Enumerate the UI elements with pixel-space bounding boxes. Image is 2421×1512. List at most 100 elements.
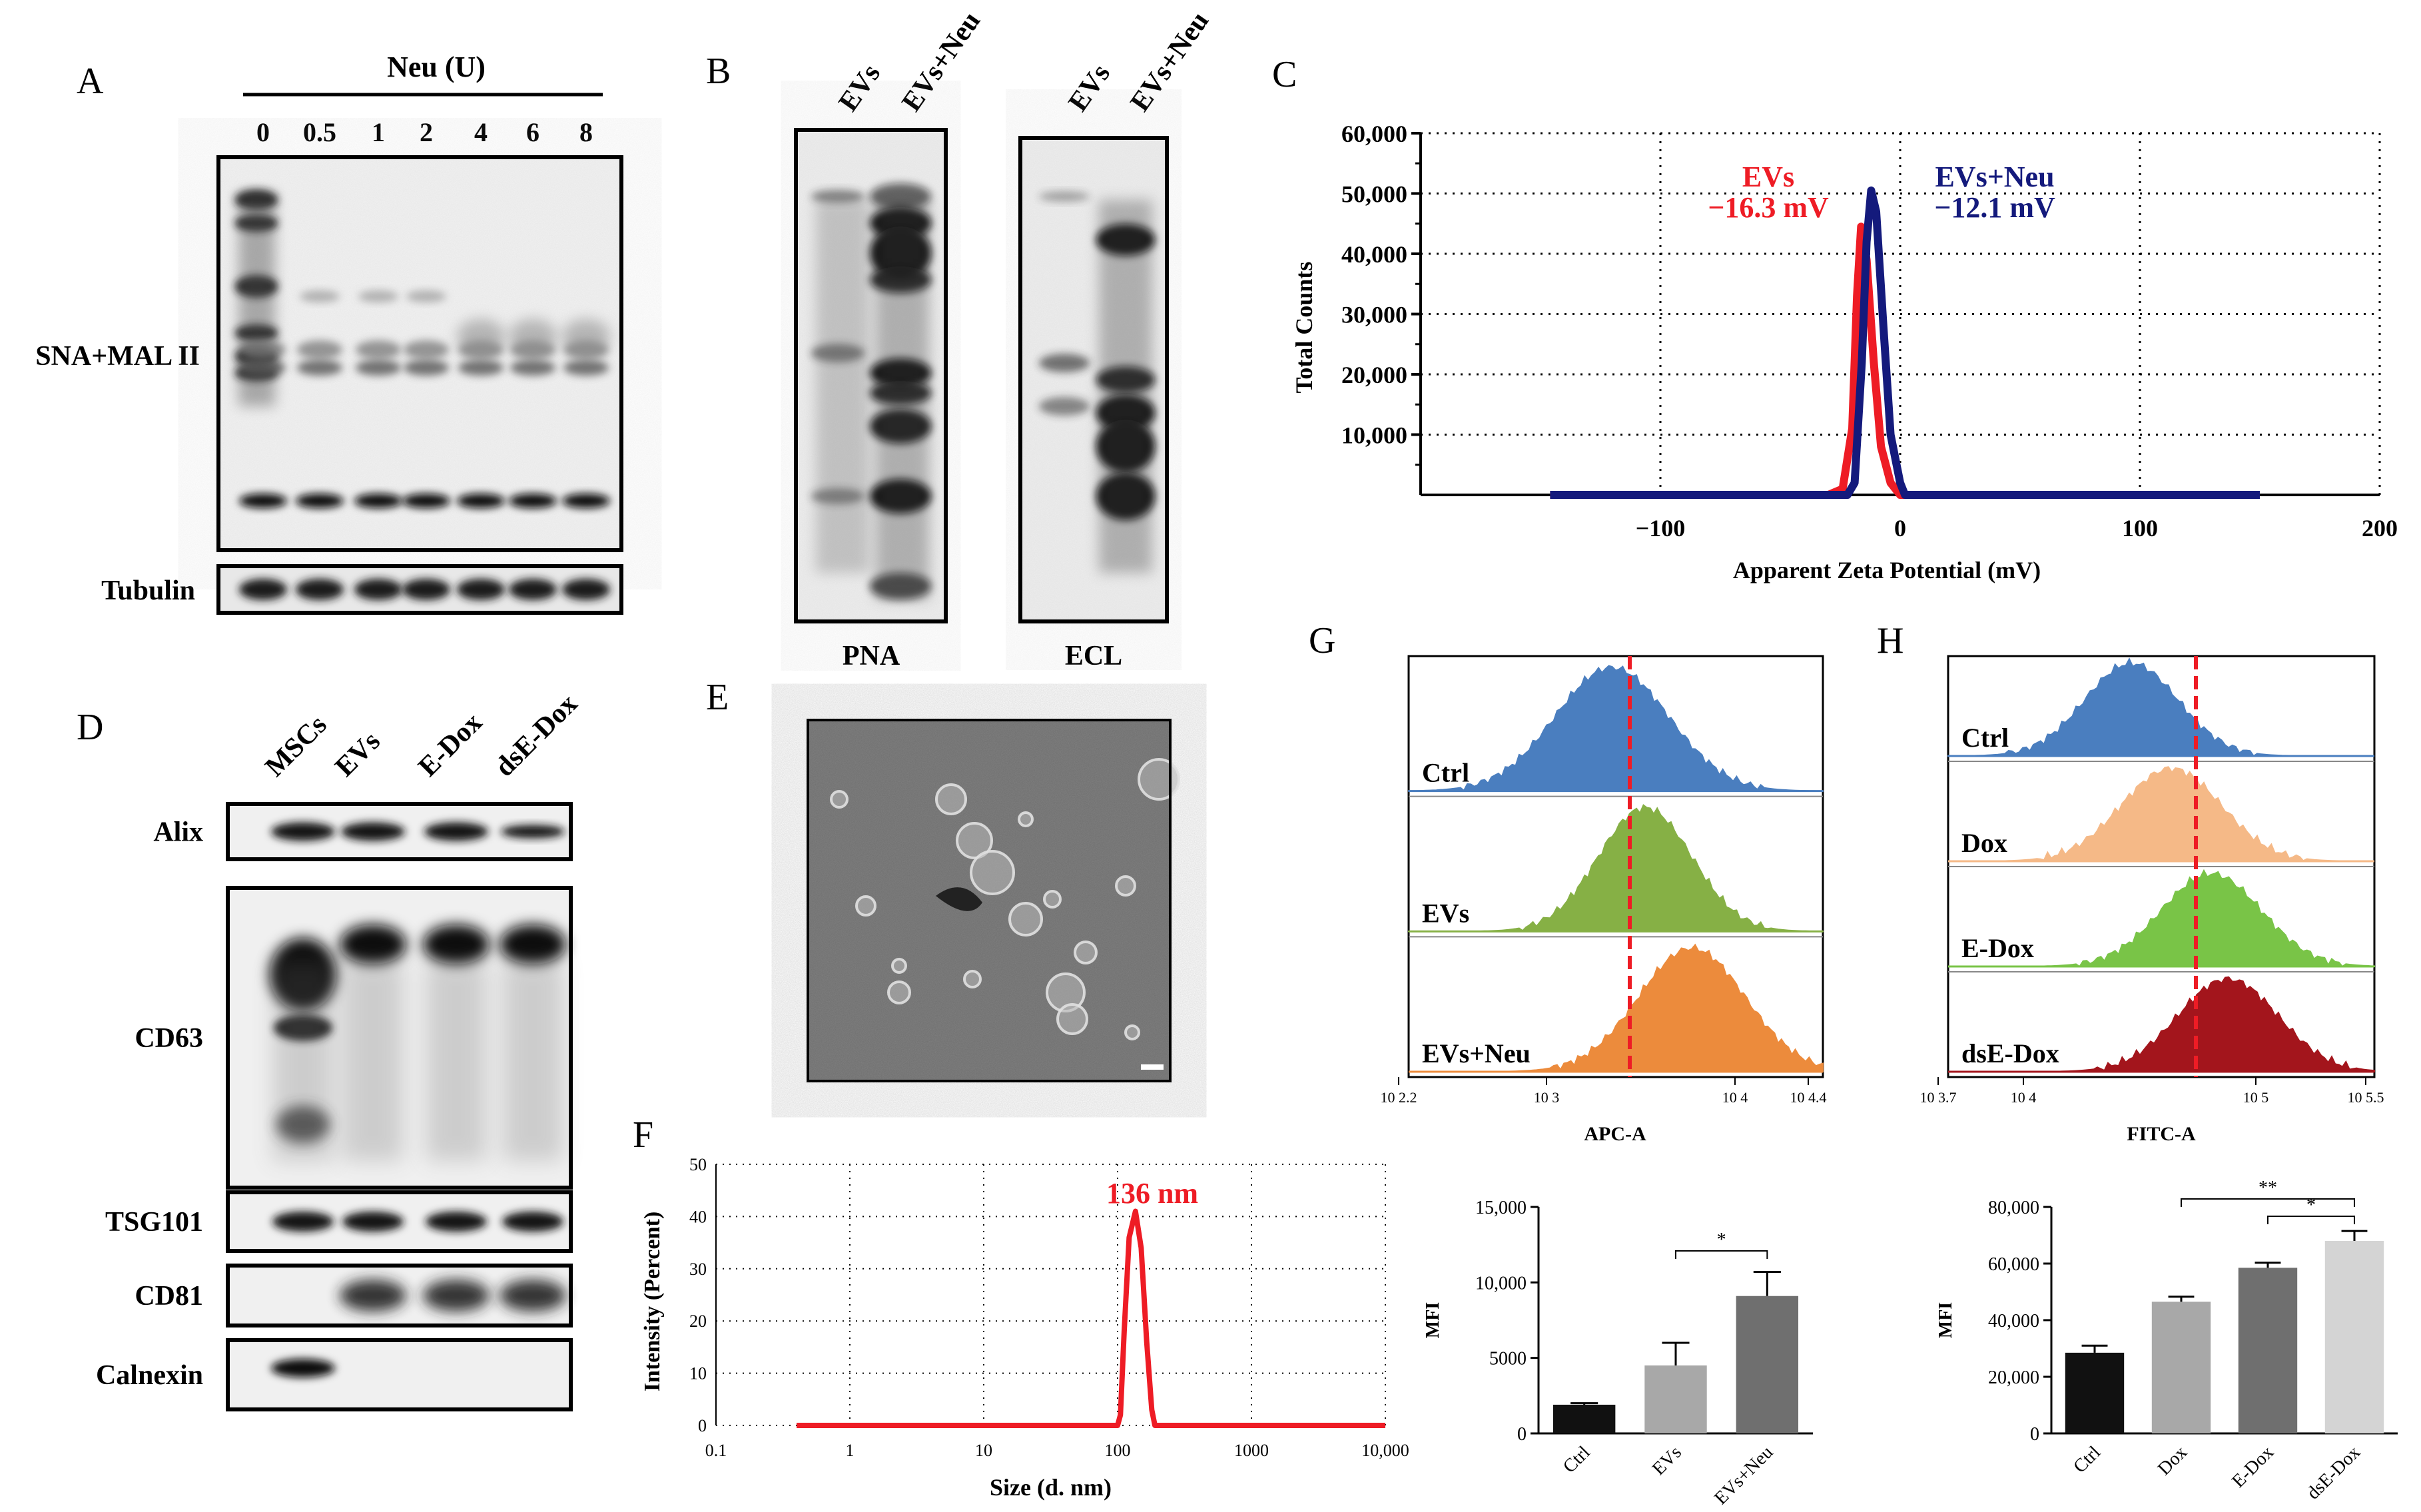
blot-band: [342, 1212, 404, 1232]
western-blot-tubulin: [216, 564, 623, 615]
vesicle: [1019, 813, 1032, 826]
lane-label: 4: [474, 117, 488, 147]
x-tick-label: 10 4: [1722, 1089, 1748, 1106]
y-axis-label: Total Counts: [1291, 262, 1317, 394]
blot-smear: [816, 200, 869, 573]
y-tick-label: 0: [2030, 1424, 2039, 1445]
y-tick-label: 30,000: [1341, 302, 1407, 328]
blot-band: [457, 579, 505, 600]
x-tick-label: 0: [1894, 515, 1906, 542]
track-label: E-Dox: [1961, 933, 2034, 963]
vesicle: [957, 823, 992, 858]
y-tick-label: 10,000: [1475, 1273, 1527, 1294]
x-tick-label: 10,000: [1361, 1441, 1409, 1460]
blot-band: [356, 360, 401, 376]
vesicle-rim: [830, 790, 849, 809]
vesicle: [892, 959, 906, 972]
bar: [2238, 1268, 2298, 1433]
apc-mfi-bar-chart: 0 5000 10,000 15,000 MFI Ctrl EVs EVs+Neu *: [1423, 1198, 1813, 1509]
x-axis-label: FITC-A: [2127, 1123, 2196, 1145]
blot-band: [509, 319, 557, 354]
vesicle-rim: [855, 895, 876, 917]
bar: [2151, 1302, 2211, 1433]
vesicle: [1116, 877, 1135, 895]
blot-band: [424, 822, 488, 841]
blot-band: [300, 290, 340, 302]
blot-band: [457, 319, 505, 354]
size-distribution-chart: 0 10 20 30 40 50 0.1 1 10 100 1000 10,000 Size (d. n…: [640, 1155, 1409, 1501]
vesicle: [831, 791, 847, 807]
vesicle: [936, 785, 966, 814]
y-axis-label: MFI: [1935, 1302, 1956, 1338]
lane-label: EVs: [330, 726, 386, 783]
x-tick-label: 10 5: [2243, 1089, 2269, 1106]
annotation-value: −16.3 mV: [1708, 191, 1829, 224]
lane-label: EVs: [833, 59, 887, 117]
x-axis-label: Apparent Zeta Potential (mV): [1733, 557, 2041, 583]
x-tick-label: 1: [846, 1441, 855, 1460]
y-tick-label: 10,000: [1341, 422, 1407, 449]
series-line-evs-neu: [1550, 186, 2260, 499]
vesicle-rim: [887, 980, 911, 1004]
track-label: Ctrl: [1422, 758, 1469, 788]
x-tick-label: 1000: [1234, 1441, 1269, 1460]
panel-c: C 10,000 20,000 30,000 40,000 50,000 60,000 −1…: [1272, 54, 2398, 583]
blot-label-ecl: ECL: [1065, 641, 1122, 671]
blot-band: [426, 1212, 487, 1232]
blot-band: [404, 360, 449, 376]
vesicle-rim: [891, 958, 907, 974]
significance-bracket: [1675, 1250, 1768, 1259]
y-tick-label: 60,000: [1988, 1254, 2039, 1275]
vesicle-rim: [935, 783, 967, 815]
lane-label: EVs+Neu: [1125, 6, 1215, 117]
blot-band: [562, 319, 610, 354]
significance-label: *: [1717, 1230, 1726, 1250]
lane-label: dsE-Dox: [490, 689, 583, 783]
blot-row-label: Alix: [153, 817, 203, 848]
blot-smear: [503, 961, 563, 1161]
lane-label: 2: [420, 117, 433, 147]
x-tick-label: 10 2.2: [1381, 1089, 1417, 1106]
blot-band: [356, 340, 401, 359]
category-label: dsE-Dox: [2303, 1442, 2364, 1503]
y-tick-label: 50,000: [1341, 181, 1407, 208]
blot-band: [502, 1212, 563, 1232]
vesicle-rim: [1074, 941, 1098, 964]
annotation-name: EVs: [1742, 161, 1794, 193]
x-tick-label: 0.1: [705, 1441, 727, 1460]
lane-label: 6: [526, 117, 539, 147]
lane-label: 0.5: [303, 117, 336, 147]
vesicle-rim: [956, 822, 993, 859]
y-tick-label: 0: [1517, 1424, 1527, 1445]
vesicle: [1058, 1004, 1087, 1034]
blot-band: [562, 579, 610, 600]
histogram-track: [1408, 665, 1824, 792]
vesicle-rim: [970, 850, 1015, 895]
vesicle: [1075, 942, 1096, 963]
blot-smear: [343, 961, 403, 1161]
x-tick-label: 10 3.7: [1920, 1089, 1957, 1106]
x-tick-label: −100: [1636, 515, 1686, 542]
significance-label: **: [2258, 1178, 2277, 1198]
lane-labels: EVs EVs+Neu EVs EVs+Neu: [833, 6, 1215, 117]
panel-label-d: D: [77, 707, 103, 748]
panel-label-f: F: [633, 1114, 653, 1156]
apc-histogram: Ctrl EVs EVs+Neu 10 2.2 10 3 10 4 10 4.4 APC-A: [1381, 655, 1827, 1145]
y-tick-label: 40,000: [1988, 1311, 2039, 1331]
vesicle: [1044, 891, 1060, 907]
blot-band: [404, 340, 449, 359]
vesicle: [857, 897, 875, 915]
significance-bracket: [2267, 1216, 2355, 1224]
track-label: dsE-Dox: [1961, 1038, 2059, 1068]
x-axis-label: APC-A: [1584, 1123, 1646, 1145]
western-blot-markers: Alix CD63 TSG101 CD81 Calnexin: [96, 802, 573, 1411]
vesicle-dark: [936, 887, 982, 911]
blot-row-label: CD81: [135, 1281, 203, 1312]
blot-band: [296, 579, 344, 600]
fitc-histogram: Ctrl Dox E-Dox dsE-Dox 10 3.7 10 4 10 5 10 5.5 F…: [1920, 655, 2384, 1145]
blot-band: [500, 1280, 566, 1312]
x-tick-label: 10 5.5: [2348, 1089, 2384, 1106]
category-label: Ctrl: [2069, 1442, 2105, 1477]
